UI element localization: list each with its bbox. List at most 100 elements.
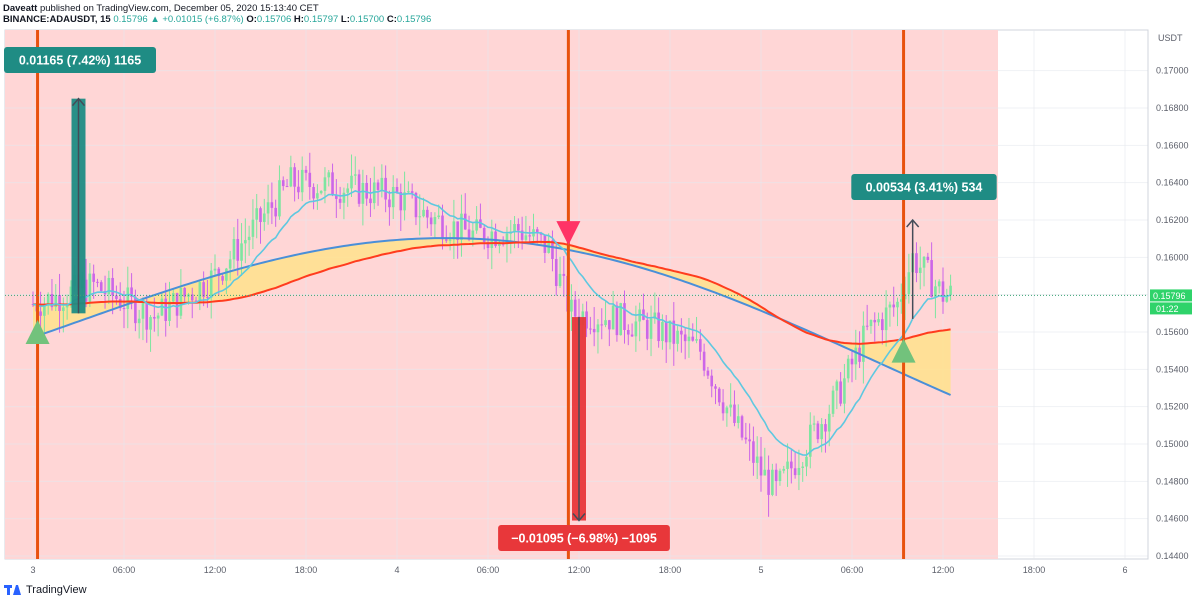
x-tick-label: 3 [30,565,35,575]
candle-body [543,234,547,253]
candle-body [342,192,346,203]
candle-body [58,294,61,311]
candle-body [517,224,520,231]
candle-body [615,305,619,336]
candle-body [790,461,793,469]
candle-body [714,386,717,389]
publish-text: published on TradingView.com, December 0… [39,3,319,14]
candle-body [441,215,444,240]
candle-body [630,334,634,337]
candle-body [399,192,403,211]
candle-body [824,424,827,432]
candle-body [217,268,221,277]
candle-body [539,233,543,235]
candle-body [156,315,160,319]
candle-body [827,413,831,432]
sell-triangle [556,221,581,246]
candle-body [244,240,247,244]
candle-body [706,370,710,376]
candle-body [498,243,501,246]
candle-body [596,324,600,333]
candle-body [395,186,399,193]
close-value: 0.15796 [396,14,432,25]
candle-body [896,301,899,308]
x-tick-label: 5 [758,565,763,575]
x-tick-label: 4 [394,565,399,575]
candle-body [903,294,907,300]
candle-body [202,282,205,297]
candle-body [649,318,653,339]
candle-body [634,321,638,337]
measure-arrow-head [906,218,920,228]
candle-body [691,336,695,341]
candle-body [171,293,175,302]
candle-body [232,239,236,260]
candle-body [149,317,152,330]
candle-body [141,303,145,319]
candle-body [437,215,441,218]
footer: TradingView [4,584,87,596]
last-price: 0.15796 [113,14,148,25]
candle-body [585,311,588,329]
candle-body [839,381,842,404]
candle-body [733,404,736,423]
candle-body [270,202,274,208]
candle-body [88,273,92,302]
candle-body [558,273,562,287]
candle-body [877,319,880,323]
candle-body [623,303,626,330]
measure-label-box [851,174,997,200]
candle-body [888,304,892,308]
countdown-label: 01:22 [1156,304,1179,314]
candle-body [915,253,918,274]
candle-body [62,307,65,311]
candle-body [505,233,509,245]
candle-body [604,320,607,326]
publish-info: Daveatt published on TradingView.com, De… [3,3,319,14]
candle-body [676,330,679,344]
candle-body [592,328,596,333]
candle-body [198,282,202,302]
candle-body [448,239,452,241]
fast-ema-line [32,189,951,456]
candle-body [259,208,262,223]
candle-body [812,423,816,425]
candle-body [43,303,46,316]
candle-body [39,311,42,316]
candle-body [831,390,835,414]
close-label: C: [386,14,397,25]
candle-body [145,303,149,330]
x-tick-label: 18:00 [295,565,318,575]
author-name: Daveatt [3,3,38,14]
candle-body [213,268,217,271]
candle-body [736,416,740,423]
y-tick-label: 0.16400 [1156,178,1189,188]
last-price-label: 0.15796 [1153,291,1186,301]
candle-body [513,224,516,232]
x-tick-label: 12:00 [932,565,955,575]
candle-body [380,177,384,190]
candle-body [573,299,577,317]
candle-body [763,469,767,476]
candle-body [611,305,615,330]
y-tick-label: 0.14800 [1156,476,1189,486]
candle-body [524,235,528,240]
candle-body [183,287,186,297]
candle-body [774,469,778,482]
candle-body [869,319,873,327]
candle-body [255,208,259,220]
candle-body [570,299,573,312]
candle-body [228,259,232,269]
candle-body [350,175,353,189]
candle-body [589,328,592,330]
candle-body [266,202,270,214]
candle-body [236,239,240,261]
candle-body [930,260,933,297]
candle-body [608,320,611,330]
candle-body [873,319,877,323]
candle-body [293,167,296,187]
candle-body [111,277,114,296]
price-change: ▲ +0.01015 (+6.87%) [150,14,244,25]
candle-body [899,299,903,302]
